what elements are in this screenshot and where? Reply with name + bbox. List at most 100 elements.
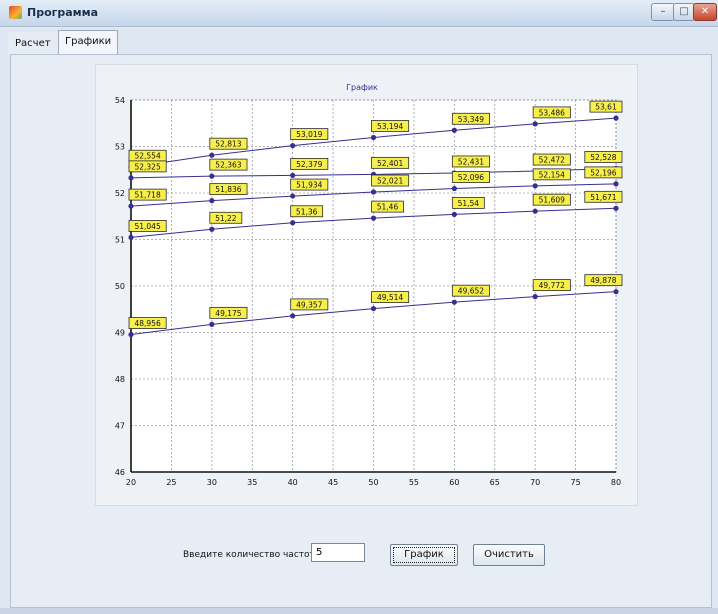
data-label-box [209, 183, 248, 196]
data-point [370, 305, 377, 312]
data-label: 52,379 [290, 157, 329, 170]
tab-calculation[interactable]: Расчет [8, 32, 58, 55]
data-label: 51,46 [371, 200, 404, 213]
data-label: 52,472 [532, 153, 571, 166]
x-tick-label: 80 [611, 478, 621, 487]
data-label: 49,652 [451, 284, 490, 297]
data-point [613, 205, 619, 211]
data-label-text: 52,154 [539, 170, 565, 179]
plot-button[interactable]: График [390, 544, 458, 566]
data-label-text: 51,934 [296, 181, 322, 190]
data-label-text: 53,194 [377, 122, 403, 131]
data-label-box [584, 190, 623, 203]
data-label: 51,54 [451, 196, 485, 209]
data-label: 52,021 [371, 174, 410, 187]
data-label-box [128, 188, 167, 201]
data-label-box [451, 155, 490, 168]
close-button[interactable]: ✕ [693, 3, 717, 21]
data-label-text: 49,514 [377, 293, 403, 302]
data-label: 53,194 [371, 120, 410, 132]
data-label-box [532, 279, 571, 292]
x-tick-label: 40 [288, 478, 298, 487]
title-bar: Программа – □ ✕ [0, 0, 718, 27]
window-title: Программа [27, 6, 99, 19]
data-label: 52,096 [451, 171, 490, 183]
data-point [290, 172, 296, 178]
frequency-count-label: Введите количество частот: [183, 550, 318, 560]
data-label-text: 51,609 [539, 196, 565, 205]
data-point [209, 173, 215, 179]
data-label-text: 52,325 [134, 162, 160, 171]
data-label: 49,357 [290, 298, 329, 311]
data-label-box [209, 158, 248, 171]
data-label-box [128, 220, 167, 232]
data-label: 49,175 [209, 306, 248, 319]
data-label-box [451, 112, 490, 125]
x-tick-label: 70 [530, 478, 540, 487]
data-label: 52,554 [128, 149, 167, 162]
data-point [128, 203, 134, 209]
x-tick-label: 45 [328, 478, 338, 487]
y-tick-label: 53 [115, 143, 125, 152]
data-point [532, 294, 538, 300]
tab-graphs[interactable]: Графики [58, 30, 119, 54]
data-label-box [451, 284, 490, 297]
data-point [532, 121, 538, 127]
y-tick-label: 46 [115, 468, 125, 477]
data-label: 51,718 [128, 188, 167, 201]
data-label-box [584, 166, 623, 179]
data-label-text: 52,554 [134, 152, 160, 161]
data-point [451, 127, 457, 133]
data-label: 49,878 [584, 274, 623, 287]
data-label-box [128, 160, 167, 173]
x-tick-label: 75 [570, 478, 580, 487]
x-tick-label: 55 [409, 478, 419, 487]
data-label-text: 51,718 [134, 191, 160, 200]
data-label: 49,514 [371, 291, 410, 303]
bottom-border [0, 608, 718, 614]
data-label: 52,154 [532, 168, 571, 181]
data-label: 51,934 [290, 178, 329, 191]
data-label-text: 51,54 [458, 199, 480, 208]
data-label-text: 48,956 [134, 319, 160, 328]
data-label: 51,045 [128, 220, 167, 232]
frequency-count-input[interactable] [311, 543, 365, 562]
data-label-box [371, 200, 404, 213]
data-label: 53,486 [532, 106, 571, 119]
data-label-box [209, 137, 248, 150]
y-tick-label: 54 [115, 96, 125, 105]
data-point [451, 185, 457, 192]
x-tick-label: 20 [126, 478, 136, 487]
data-label-box [371, 156, 410, 169]
x-tick-label: 35 [247, 478, 257, 487]
data-point [613, 115, 619, 121]
data-point [370, 215, 377, 221]
data-label-text: 49,357 [296, 300, 322, 309]
line-chart: График 20 25 30 35 40 45 50 55 60 65 70 75 80 46 47 48 4… [115, 83, 623, 487]
data-point [128, 175, 134, 181]
y-tick-label: 48 [115, 375, 125, 384]
data-label: 53,349 [451, 112, 490, 125]
data-label: 52,363 [209, 158, 248, 171]
data-label-box [589, 100, 623, 113]
data-label-text: 52,813 [215, 140, 241, 149]
y-tick-label: 49 [115, 329, 125, 338]
data-label-box [532, 106, 571, 119]
data-label-text: 53,61 [595, 103, 617, 112]
data-label: 48,956 [128, 317, 167, 329]
data-point [532, 208, 538, 214]
data-point [209, 226, 215, 232]
data-label-text: 52,021 [377, 177, 403, 186]
data-label-box [371, 120, 410, 132]
y-tick-label: 47 [115, 422, 125, 431]
data-label-text: 49,878 [590, 276, 616, 285]
data-point [290, 313, 296, 319]
data-label-text: 51,46 [377, 203, 399, 212]
maximize-button[interactable]: □ [673, 3, 695, 21]
data-label: 52,431 [451, 155, 490, 168]
data-label-box [290, 128, 329, 141]
minimize-button[interactable]: – [651, 3, 675, 21]
data-label-text: 52,096 [458, 173, 484, 182]
data-label: 52,528 [584, 151, 623, 163]
clear-button[interactable]: Очистить [473, 544, 545, 566]
